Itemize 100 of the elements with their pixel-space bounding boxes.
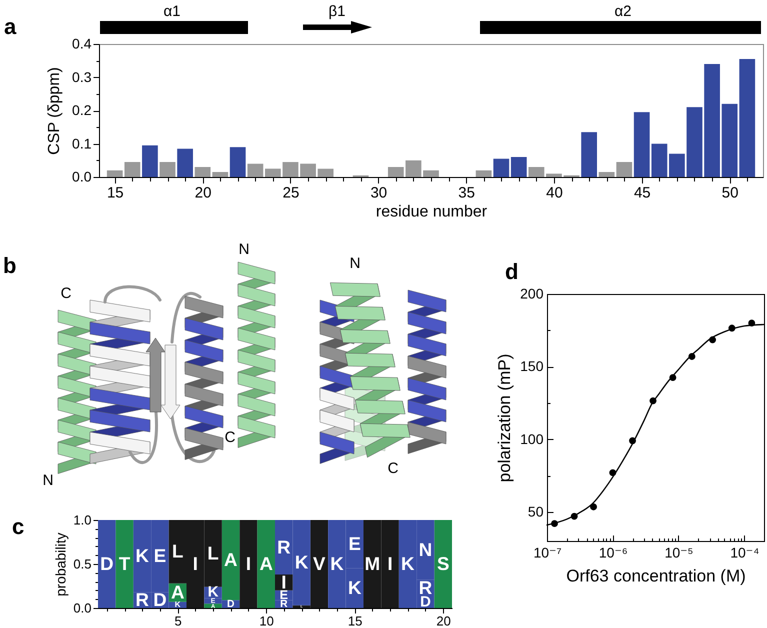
x-tick-label: 35: [458, 184, 475, 202]
y-axis-title: polarization (mP): [495, 354, 514, 482]
data-label: A: [170, 582, 184, 603]
data-label: E: [154, 545, 166, 566]
data-label: L: [172, 540, 184, 562]
x-tick-label: 45: [634, 184, 651, 202]
point: [669, 374, 676, 381]
data-label: K: [294, 552, 309, 573]
data-label: V: [313, 553, 326, 574]
bar: [212, 172, 228, 177]
bar: [98, 520, 116, 608]
bar: [616, 162, 632, 177]
data-label: T: [118, 553, 131, 574]
point: [709, 336, 716, 344]
x-tick-label: 40: [546, 184, 563, 202]
x-tick-label: 10⁻⁴: [730, 544, 760, 560]
data-label: M: [364, 553, 380, 574]
point: [551, 520, 558, 528]
data-label: E: [348, 533, 361, 554]
data-label: K: [401, 553, 416, 574]
bar: [581, 132, 597, 177]
bar: [124, 162, 140, 177]
x-tick-label: 10⁻⁶: [598, 544, 628, 560]
x-axis-title: residue number: [376, 204, 488, 220]
y-tick-label: 200: [520, 286, 544, 302]
x-tick-label: 10: [259, 614, 274, 628]
y-tick-label: 50: [528, 503, 544, 520]
point: [590, 503, 597, 510]
chart-title: c: [12, 514, 24, 539]
data-label: S: [436, 553, 450, 574]
data-label: K: [348, 577, 362, 598]
point: [728, 324, 736, 332]
y-tick-label: 1.0: [73, 512, 92, 528]
y-tick-label: 0.1: [72, 135, 92, 152]
data-label: R: [136, 589, 150, 610]
x-tick-label: 10⁻⁵: [664, 544, 694, 560]
point: [748, 320, 756, 327]
point: [629, 437, 636, 444]
data-label: K: [330, 553, 344, 574]
x-tick-label: 30: [370, 184, 388, 202]
bar: [739, 58, 756, 177]
data-label: L: [207, 542, 219, 564]
bar: [634, 112, 650, 177]
x-tick-label: 15: [106, 184, 124, 202]
point: [570, 512, 578, 520]
x-tick-label: 15: [348, 614, 362, 628]
data-label: K: [136, 545, 150, 566]
bar: [493, 158, 510, 177]
text: N: [42, 472, 54, 489]
point: [688, 353, 696, 360]
text: C: [224, 429, 236, 446]
bar: [598, 172, 615, 177]
data-label: D: [227, 599, 234, 610]
text: α1: [163, 3, 181, 20]
point: [650, 397, 656, 404]
bar: [142, 145, 158, 177]
data-label: A: [224, 549, 238, 570]
text: β1: [328, 3, 346, 20]
data-label: N: [418, 538, 432, 560]
text: b: [3, 253, 16, 278]
text: α2: [614, 3, 632, 20]
bar: [116, 520, 134, 608]
data-label: I: [387, 553, 393, 574]
x-tick-label: 50: [722, 184, 738, 202]
bar: [434, 520, 452, 608]
bar: [160, 162, 176, 177]
bar: [257, 520, 275, 608]
y-axis-title: probability: [52, 532, 68, 596]
bar: [194, 167, 211, 177]
x-tick-label: 25: [282, 184, 300, 202]
data-label: I: [246, 553, 252, 574]
data-label: I: [192, 553, 198, 574]
x-tick-label: 10⁻⁷: [533, 544, 562, 560]
text: N: [350, 255, 360, 272]
bar: [510, 157, 527, 177]
data-label: R: [277, 536, 292, 558]
x-tick-label: 20: [436, 614, 451, 628]
text: C: [60, 285, 72, 302]
point: [609, 469, 616, 476]
bar: [106, 170, 123, 177]
y-tick-label: 0.5: [73, 556, 92, 572]
data-label: D: [153, 589, 167, 610]
y-axis-title: CSP (δppm): [46, 67, 64, 155]
data-label: D: [100, 553, 114, 574]
bar: [222, 520, 240, 600]
x-tick-label: 5: [174, 614, 182, 628]
y-tick-label: 100: [520, 430, 544, 447]
x-axis-title: Orf63 concentration (M): [566, 566, 746, 586]
bar: [230, 147, 246, 177]
y-tick-label: 0.0: [73, 600, 92, 616]
text: C: [388, 460, 399, 477]
y-tick-label: 0.2: [72, 102, 92, 118]
text: N: [238, 241, 250, 258]
bar: [204, 604, 222, 608]
chart-title: a: [4, 14, 17, 39]
bar: [476, 170, 492, 177]
x-tick-label: 20: [194, 184, 212, 202]
y-tick-label: 0.3: [72, 68, 92, 85]
y-tick-label: 0.0: [72, 168, 92, 184]
bar: [247, 164, 264, 177]
